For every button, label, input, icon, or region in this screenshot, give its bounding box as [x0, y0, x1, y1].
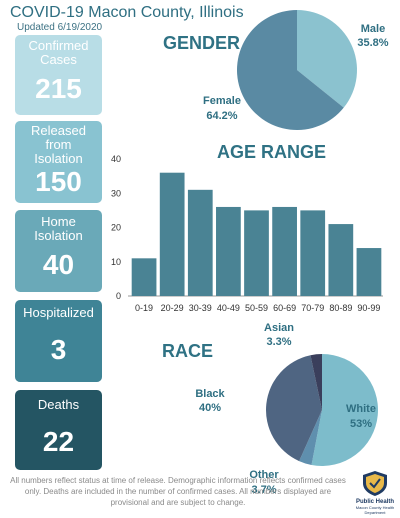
page-title: COVID-19 Macon County, Illinois: [10, 4, 244, 21]
gender-slice-female: [237, 10, 344, 130]
bar-60-69: [272, 206, 297, 296]
race-slice-black: [266, 355, 322, 462]
stat-label: Home Isolation: [34, 214, 83, 243]
gender-female-value: 64.2%: [206, 110, 237, 122]
race-other-value: 3.7%: [251, 484, 276, 496]
stat-label: Confirmed Cases: [28, 38, 89, 67]
stat-label: Hospitalized: [23, 305, 94, 320]
x-tick-label: 30-39: [189, 303, 212, 313]
stat-card-released: Released from Isolation 150: [15, 121, 102, 203]
stat-card-confirmed: Confirmed Cases 215: [15, 35, 102, 115]
y-tick-label: 30: [111, 188, 121, 198]
x-tick-label: 20-29: [161, 303, 184, 313]
y-tick-label: 10: [111, 257, 121, 267]
race-white-value: 53%: [350, 418, 372, 430]
bar-80-89: [328, 224, 354, 296]
x-tick-label: 0-19: [135, 303, 153, 313]
y-tick-label: 0: [116, 291, 121, 301]
stat-label: Released from Isolation: [31, 123, 86, 166]
stat-card-home-isolation: Home Isolation 40: [15, 210, 102, 292]
x-tick-label: 90-99: [357, 303, 380, 313]
y-tick-label: 20: [111, 223, 121, 233]
updated-date: Updated 6/19/2020: [17, 22, 103, 33]
y-tick-label: 40: [111, 154, 121, 164]
race-slice-white: [311, 354, 378, 466]
age-range-title: AGE RANGE: [217, 142, 326, 162]
x-tick-label: 60-69: [273, 303, 296, 313]
x-tick-label: 40-49: [217, 303, 240, 313]
stat-value: 22: [42, 426, 75, 457]
footnote: All numbers reflect status at time of re…: [10, 476, 346, 507]
logo-name: Public Health: [355, 499, 394, 505]
x-tick-label: 50-59: [245, 303, 268, 313]
bar-90-99: [356, 248, 382, 296]
stat-value: 215: [35, 73, 82, 104]
race-slice-other: [299, 410, 322, 466]
gender-male-label: Male: [361, 23, 385, 35]
gender-title: GENDER: [163, 33, 240, 53]
race-slice-asian: [310, 354, 322, 410]
bar-20-29: [159, 172, 185, 296]
stat-value: 40: [42, 249, 75, 280]
race-other-label: Other: [249, 469, 279, 481]
x-tick-label: 70-79: [301, 303, 324, 313]
race-black-value: 40%: [199, 402, 221, 414]
x-tick-label: 80-89: [329, 303, 352, 313]
stat-card-hospitalized: Hospitalized 3: [15, 300, 102, 382]
stat-label: Deaths: [37, 397, 80, 412]
bar-0-19: [131, 258, 157, 296]
race-asian-label: Asian: [264, 322, 294, 334]
stat-card-deaths: Deaths 22: [15, 390, 102, 470]
stat-value: 150: [35, 166, 82, 197]
bar-30-39: [187, 189, 213, 296]
race-white-label: White: [346, 403, 376, 415]
bar-50-59: [244, 210, 269, 297]
race-pie: [266, 354, 378, 466]
logo: Public Health Macon County Health Depart…: [354, 499, 396, 515]
race-asian-value: 3.3%: [266, 336, 291, 348]
shield-icon: [363, 471, 387, 496]
race-black-label: Black: [195, 388, 225, 400]
gender-slice-male: [297, 10, 358, 108]
gender-male-value: 35.8%: [357, 37, 388, 49]
bar-70-79: [300, 210, 326, 297]
age-range-bar-chart: 0 10 20 30 40 0-19 20-29 30-39 40-49 50-59 60-69 70…: [111, 154, 383, 313]
bar-40-49: [216, 206, 241, 296]
race-title: RACE: [162, 341, 213, 361]
gender-pie: [237, 10, 358, 130]
gender-female-label: Female: [203, 95, 241, 107]
stat-value: 3: [50, 334, 67, 365]
logo-subtitle: Macon County Health Department: [355, 505, 395, 515]
